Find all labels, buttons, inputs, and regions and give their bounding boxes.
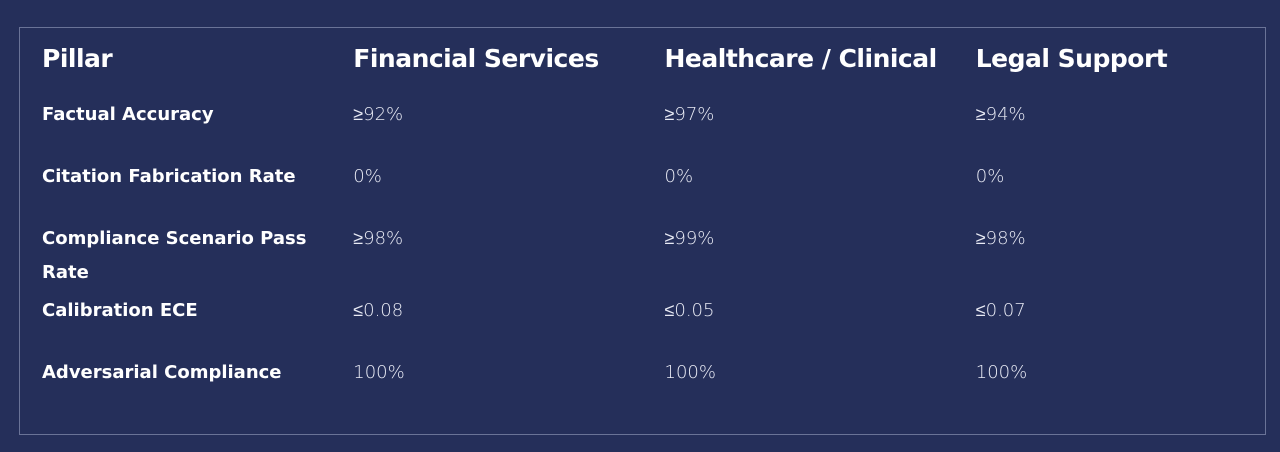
value-cell: ≥98% bbox=[353, 228, 404, 249]
row-label: Compliance Scenario Pass Rate bbox=[42, 228, 307, 283]
table-row: Factual Accuracy ≥92% ≥97% ≥94% bbox=[20, 94, 1265, 156]
value-cell: ≥97% bbox=[664, 104, 715, 125]
table-row: Citation Fabrication Rate 0% 0% 0% bbox=[20, 156, 1265, 218]
value-cell: ≥94% bbox=[975, 104, 1026, 125]
table-row: Calibration ECE ≤0.08 ≤0.05 ≤0.07 bbox=[20, 290, 1265, 352]
value-cell: ≤0.05 bbox=[664, 300, 715, 321]
table: Pillar Financial Services Healthcare / Cli… bbox=[20, 28, 1265, 414]
row-label: Calibration ECE bbox=[42, 300, 198, 321]
header-cell: Pillar bbox=[42, 44, 113, 73]
value-cell: ≥92% bbox=[353, 104, 404, 125]
value-cell: ≥99% bbox=[664, 228, 715, 249]
value-cell: 100% bbox=[664, 362, 716, 383]
header-cell: Legal Support bbox=[975, 44, 1168, 73]
value-cell: ≥98% bbox=[975, 228, 1026, 249]
table-container: Pillar Financial Services Healthcare / Cli… bbox=[19, 27, 1266, 435]
value-cell: 0% bbox=[975, 166, 1005, 187]
header-cell: Financial Services bbox=[353, 44, 599, 73]
value-cell: 0% bbox=[664, 166, 694, 187]
row-label: Citation Fabrication Rate bbox=[42, 166, 296, 187]
value-cell: ≤0.07 bbox=[975, 300, 1026, 321]
value-cell: 100% bbox=[353, 362, 405, 383]
header-cell: Healthcare / Clinical bbox=[664, 44, 938, 73]
table-row: Adversarial Compliance 100% 100% 100% bbox=[20, 352, 1265, 414]
value-cell: 100% bbox=[975, 362, 1028, 383]
table-row: Compliance Scenario Pass Rate ≥98% ≥99% ≥98… bbox=[20, 218, 1265, 290]
row-label: Adversarial Compliance bbox=[42, 362, 282, 383]
value-cell: 0% bbox=[353, 166, 382, 187]
table-body: Factual Accuracy ≥92% ≥97% ≥94% Citation Fab… bbox=[20, 94, 1265, 414]
row-label: Factual Accuracy bbox=[42, 104, 214, 125]
value-cell: ≤0.08 bbox=[353, 300, 404, 321]
header-row: Pillar Financial Services Healthcare / Cli… bbox=[20, 28, 1265, 94]
